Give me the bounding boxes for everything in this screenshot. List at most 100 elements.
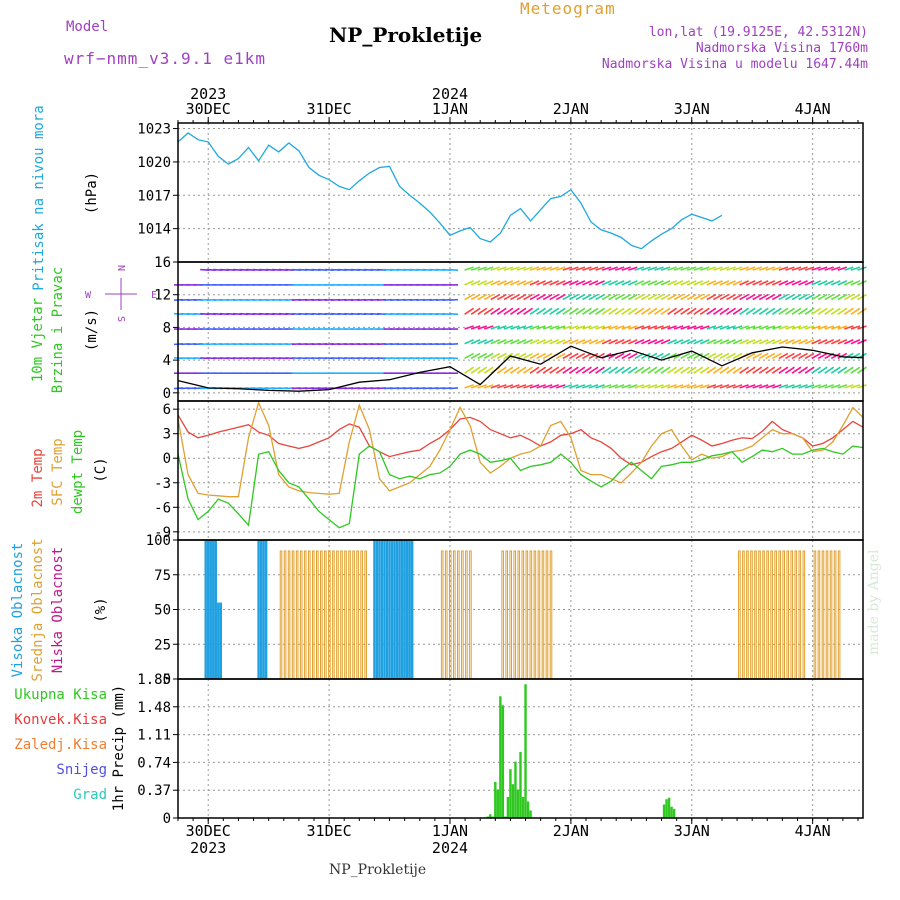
wind-barb: [640, 307, 651, 315]
wind-barb: [673, 384, 684, 389]
wind-barb: [699, 339, 710, 345]
wind-barb: [601, 325, 612, 330]
wind-barb: [732, 266, 743, 271]
wind-barb: [582, 325, 592, 330]
bar-srednja-oblacnost: [324, 550, 327, 680]
wind-barb: [509, 366, 520, 374]
wind-barb: [608, 339, 618, 345]
wind-barb: [719, 384, 730, 389]
wind-barb: [804, 280, 815, 286]
wind-barb: [516, 266, 527, 271]
wind-barb: [798, 325, 808, 330]
wind-barb: [752, 280, 763, 286]
wind-barb: [765, 366, 776, 374]
wind-barb: [739, 280, 749, 286]
wind-barb: [529, 266, 540, 271]
wind-barb: [693, 307, 704, 315]
bar-srednja-oblacnost: [794, 550, 798, 680]
wind-barb: [844, 280, 854, 286]
wind-barb: [529, 307, 540, 315]
cloud-label-3: Niska Oblacnost: [50, 547, 66, 673]
bar-srednja-oblacnost: [295, 550, 299, 680]
pressure-unit: (hPa): [84, 172, 100, 214]
wind-barb: [772, 384, 782, 389]
wind-barb: [837, 293, 848, 301]
wind-barb: [588, 280, 599, 286]
bar-visoka-oblacnost: [408, 540, 411, 679]
wind-barb: [706, 293, 717, 301]
wind-barb: [765, 293, 776, 301]
bar-srednja-oblacnost: [742, 550, 745, 680]
wind-barb: [549, 366, 560, 374]
wind-barb: [857, 339, 867, 345]
wind-barb: [778, 293, 789, 301]
wind-barb: [641, 280, 651, 286]
y-tick-label: 8: [163, 320, 171, 336]
wind-barb: [529, 325, 540, 330]
wind-barb: [771, 352, 782, 360]
wind-barb: [483, 325, 494, 330]
wind-barb: [555, 352, 566, 360]
wind-barb: [555, 280, 566, 286]
wind-barb: [516, 339, 527, 345]
wind-barb: [634, 339, 645, 345]
wind-barb: [464, 293, 474, 301]
y-tick-label: -6: [154, 500, 171, 516]
wind-barb: [791, 384, 802, 389]
wind-barb: [516, 293, 527, 301]
wind-barb: [811, 366, 822, 374]
wind-barb: [791, 366, 802, 374]
wind-barb: [660, 307, 671, 315]
precip-panel-frame: [177, 678, 864, 819]
wind-barb: [752, 293, 763, 301]
wind-barb: [601, 266, 612, 271]
wind-barb: [817, 384, 828, 389]
wind-barb: [448, 387, 459, 390]
wind-barb: [588, 293, 599, 301]
wind-barb: [798, 384, 808, 389]
bar-visoka-oblacnost: [262, 540, 265, 679]
y-tick-label: 100: [146, 533, 171, 549]
bar-visoka-oblacnost: [398, 540, 401, 679]
wind-barb: [719, 325, 730, 330]
bar-srednja-oblacnost: [746, 550, 749, 680]
wind-barb: [490, 307, 501, 315]
wind-barb: [824, 307, 835, 315]
wind-barb: [706, 266, 717, 271]
wind-barb: [568, 293, 579, 301]
wind-barb: [732, 280, 743, 286]
wind-barb: [785, 280, 795, 286]
wind-barb: [660, 280, 671, 286]
temp-label-1: 2m Temp: [30, 448, 46, 507]
wind-barb: [824, 384, 834, 389]
wind-barb: [647, 366, 658, 374]
wind-barb: [667, 307, 678, 315]
wind-barb: [181, 270, 190, 271]
wind-barb: [817, 352, 828, 360]
wind-barb: [614, 352, 625, 360]
y-tick-label: 0: [163, 451, 171, 467]
wind-barb: [575, 339, 586, 345]
wind-barb: [536, 366, 547, 374]
wind-barb: [804, 325, 815, 330]
wind-barb: [588, 266, 599, 271]
wind-barb: [817, 339, 828, 345]
wind-barb: [503, 307, 514, 315]
wind-barb: [693, 293, 704, 301]
series-line-sfc-temp: [177, 400, 864, 498]
wind-barb: [804, 266, 815, 271]
wind-barb: [503, 325, 514, 330]
wind-barb: [732, 293, 743, 301]
wind-barb: [765, 339, 776, 345]
wind-barb: [549, 280, 560, 286]
bar-visoka-oblacnost: [212, 540, 215, 679]
wind-barb: [713, 266, 723, 271]
temp-unit: (C): [93, 457, 109, 482]
wind-barb: [490, 325, 501, 330]
wind-barb: [562, 325, 573, 330]
wind-barb: [523, 293, 533, 301]
wind-barb: [667, 339, 677, 345]
wind-barb: [726, 325, 736, 330]
wind-barb: [483, 307, 494, 315]
